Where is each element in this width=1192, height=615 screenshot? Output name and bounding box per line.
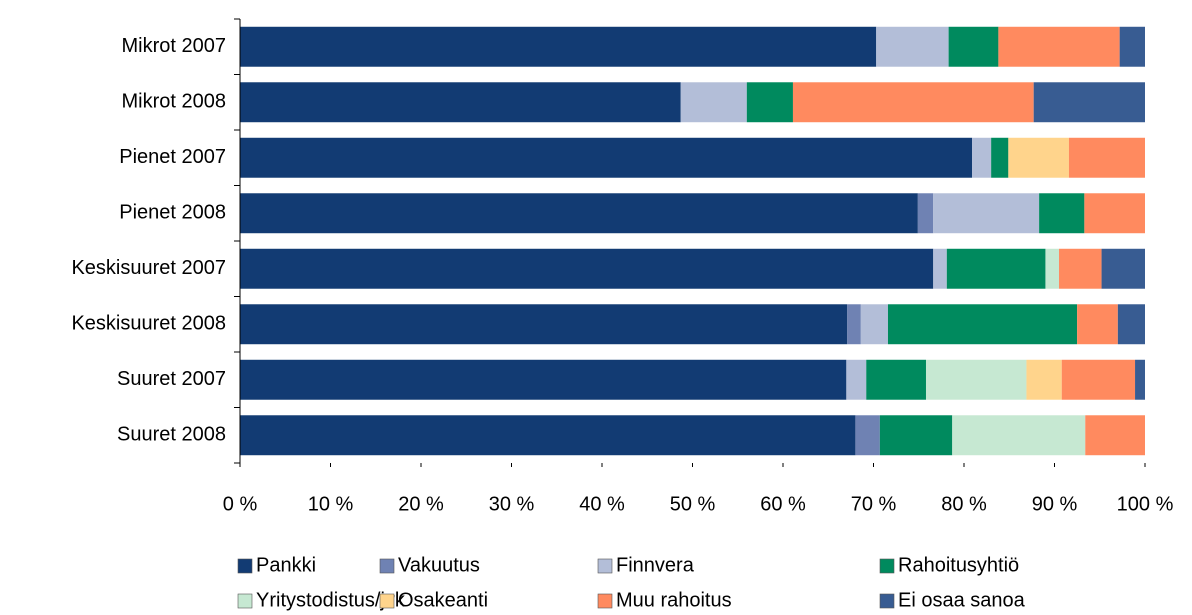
y-tick-label: Suuret 2008 (117, 424, 226, 446)
x-tick-label: 20 % (398, 493, 444, 515)
bar-segment (1119, 26, 1145, 67)
bar-segment (1008, 137, 1069, 178)
x-tick-label: 10 % (308, 493, 354, 515)
legend-swatch (237, 593, 253, 609)
bar-segment (240, 304, 848, 345)
legend-swatch (597, 558, 613, 574)
bar-segment (847, 304, 861, 345)
bar-segment (952, 415, 1086, 456)
bar-segment (866, 359, 926, 400)
bar-segment (240, 359, 847, 400)
bar-segment (1135, 359, 1145, 400)
bar-segment (1059, 248, 1102, 289)
bar-segment (998, 26, 1120, 67)
bar-segment (746, 82, 793, 123)
y-tick-label: Pienet 2008 (119, 202, 226, 224)
x-tick-label: 90 % (1032, 493, 1078, 515)
bar-segment (933, 248, 947, 289)
bar-segment (948, 26, 999, 67)
bar-segment (933, 193, 1040, 234)
legend-label: Osakeanti (398, 589, 488, 611)
bar-segment (240, 415, 856, 456)
bar-segment (879, 415, 953, 456)
legend-swatch (379, 558, 395, 574)
bar-segment (1045, 248, 1060, 289)
legend-label: Ei osaa sanoa (898, 589, 1026, 611)
bar-segment (876, 26, 949, 67)
bar-segment (240, 82, 681, 123)
bar-segment (972, 137, 992, 178)
legend-label: Vakuutus (398, 554, 480, 576)
legend-swatch (379, 593, 395, 609)
bar-segment (240, 26, 877, 67)
y-tick-label: Suuret 2007 (117, 368, 226, 390)
y-tick-label: Keskisuuret 2007 (71, 257, 226, 279)
bar-segment (991, 137, 1009, 178)
legend-swatch (237, 558, 253, 574)
bar-segment (240, 137, 973, 178)
bar-segment (1077, 304, 1118, 345)
bar-segment (925, 359, 1027, 400)
y-tick-label: Mikrot 2007 (122, 35, 227, 57)
legend-label: Muu rahoitus (616, 589, 732, 611)
bar-segment (917, 193, 934, 234)
bar-segment (240, 248, 934, 289)
bar-segment (1068, 137, 1145, 178)
legend-swatch (879, 558, 895, 574)
x-tick-label: 50 % (670, 493, 716, 515)
y-tick-label: Pienet 2007 (119, 146, 226, 168)
bar-segment (1039, 193, 1085, 234)
bar-segment (860, 304, 888, 345)
bar-segment (887, 304, 1078, 345)
bar-segment (1033, 82, 1145, 123)
bar-segment (1026, 359, 1062, 400)
x-tick-label: 100 % (1117, 493, 1174, 515)
x-tick-label: 70 % (851, 493, 897, 515)
bar-segment (1084, 193, 1145, 234)
x-tick-label: 40 % (579, 493, 625, 515)
bar-segment (1117, 304, 1145, 345)
x-tick-label: 30 % (489, 493, 535, 515)
bar-segment (1101, 248, 1145, 289)
legend-swatch (597, 593, 613, 609)
x-tick-label: 0 % (223, 493, 258, 515)
y-tick-label: Keskisuuret 2008 (71, 313, 226, 335)
x-tick-label: 80 % (941, 493, 987, 515)
bar-segment (846, 359, 867, 400)
legend-swatch (879, 593, 895, 609)
bar-segment (792, 82, 1034, 123)
legend-label: Finnvera (616, 554, 695, 576)
y-tick-label: Mikrot 2008 (122, 91, 227, 113)
bar-segment (1061, 359, 1136, 400)
bar-segment (680, 82, 747, 123)
bar-segment (240, 193, 918, 234)
legend-label: Pankki (256, 554, 316, 576)
legend-label: Yritystodistus/jvk (256, 589, 406, 611)
bar-segment (946, 248, 1046, 289)
bar-segment (855, 415, 880, 456)
x-tick-label: 60 % (760, 493, 806, 515)
bar-segment (1085, 415, 1145, 456)
legend-label: Rahoitusyhtiö (898, 554, 1019, 576)
